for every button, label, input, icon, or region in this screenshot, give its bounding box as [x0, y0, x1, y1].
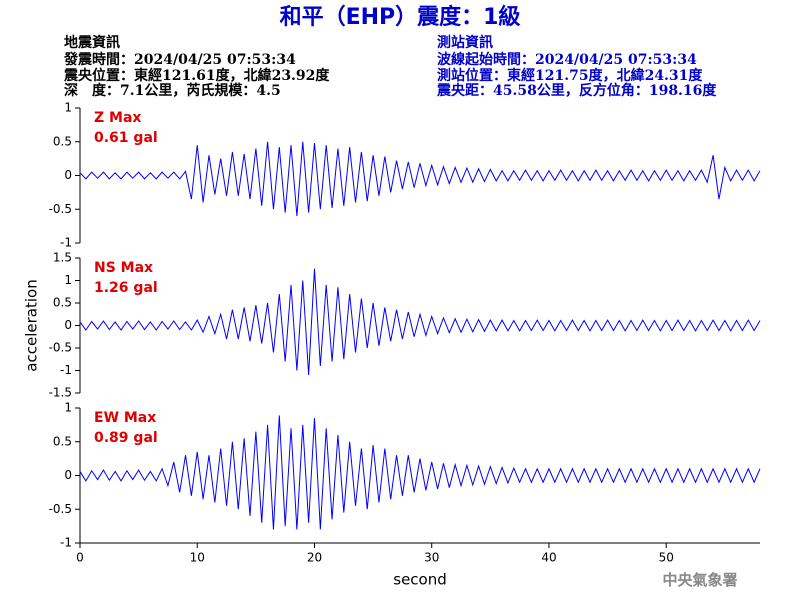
y-tick-label: 0.5: [53, 434, 72, 448]
footer: 中央氣象署: [662, 571, 737, 589]
y-tick-label: 0: [64, 318, 72, 332]
x-tick-label: 50: [659, 551, 674, 565]
info-right: 測站位置：東經121.75度，北緯24.31度: [437, 67, 703, 84]
y-tick-label: -0.5: [49, 502, 72, 516]
y-tick-label: -1.5: [49, 386, 72, 400]
y-tick-label: -1: [60, 363, 72, 377]
y-tick-label: 1: [64, 101, 72, 115]
info-right: 震央距：45.58公里，反方位角：198.16度: [436, 82, 717, 99]
y-tick-label: -0.5: [49, 341, 72, 355]
x-tick-label: 0: [76, 551, 84, 565]
waveform: [79, 415, 761, 530]
y-tick-label: 1.5: [53, 251, 72, 265]
annotation: NS Max: [94, 260, 153, 276]
annotation: 0.89 gal: [94, 430, 158, 446]
y-tick-label: 0.5: [53, 296, 72, 310]
y-axis-label: acceleration: [23, 279, 41, 371]
info-left: 地震資訊: [64, 34, 120, 51]
x-tick-label: 20: [307, 551, 322, 565]
annotation: 0.61 gal: [94, 130, 158, 146]
info-right: 波線起始時間：2024/04/25 07:53:34: [437, 51, 697, 68]
waveform: [79, 268, 761, 376]
info-left: 發震時間：2024/04/25 07:53:34: [63, 51, 296, 68]
info-right: 測站資訊: [437, 34, 493, 51]
y-tick-label: -1: [60, 536, 72, 550]
title: 和平（EHP）震度：1級: [280, 4, 521, 30]
y-tick-label: 0.5: [53, 134, 72, 148]
annotation: EW Max: [94, 410, 156, 426]
info-left: 深 度：7.1公里，芮氏規模：4.5: [64, 82, 281, 99]
y-tick-label: 1: [64, 273, 72, 287]
x-tick-label: 40: [541, 551, 556, 565]
y-tick-label: 1: [64, 401, 72, 415]
x-tick-label: 30: [424, 551, 439, 565]
annotation: 1.26 gal: [94, 280, 158, 296]
y-tick-label: 0: [64, 468, 72, 482]
waveform: [79, 141, 761, 217]
y-tick-label: -0.5: [49, 202, 72, 216]
info-left: 震央位置：東經121.61度，北緯23.92度: [63, 67, 330, 84]
x-axis-label: second: [393, 571, 447, 589]
y-tick-label: 0: [64, 168, 72, 182]
y-tick-label: -1: [60, 236, 72, 250]
annotation: Z Max: [94, 110, 141, 126]
x-tick-label: 10: [190, 551, 205, 565]
